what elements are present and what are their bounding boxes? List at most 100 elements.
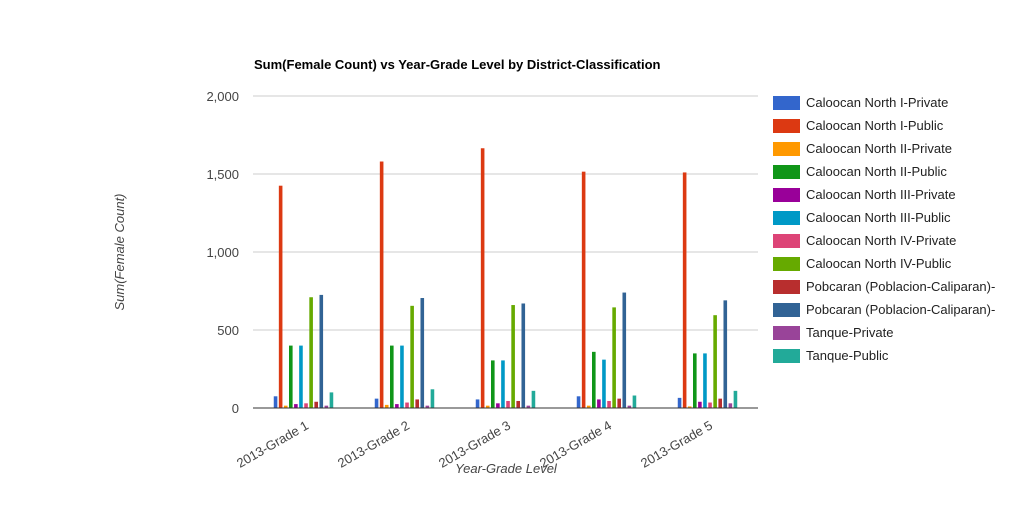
bar xyxy=(491,360,495,408)
bar xyxy=(309,297,313,408)
legend-swatch xyxy=(773,142,800,156)
legend-item: Caloocan North III-Public xyxy=(773,210,951,225)
bar xyxy=(501,360,505,408)
legend-label: Pobcaran (Poblacion-Caliparan)- xyxy=(806,302,995,317)
x-tick-label: 2013-Grade 5 xyxy=(638,418,715,471)
bar xyxy=(602,359,606,408)
bar xyxy=(324,405,329,408)
legend-swatch xyxy=(773,326,800,340)
x-axis-title: Year-Grade Level xyxy=(455,461,558,476)
legend-label: Caloocan North II-Public xyxy=(806,164,947,179)
legend-swatch xyxy=(773,257,800,271)
bar xyxy=(703,353,707,408)
legend-label: Caloocan North I-Private xyxy=(806,95,948,110)
bar xyxy=(617,398,621,408)
bar xyxy=(384,404,389,408)
legend-item: Tanque-Private xyxy=(773,325,893,340)
legend-swatch xyxy=(773,211,800,225)
bar xyxy=(294,404,298,408)
bar xyxy=(586,405,591,408)
bar xyxy=(632,395,637,408)
bar xyxy=(677,397,682,408)
y-tick-label: 1,500 xyxy=(206,167,239,182)
legend-label: Caloocan North III-Private xyxy=(806,187,956,202)
bar xyxy=(576,396,581,408)
bar xyxy=(521,303,526,408)
bar xyxy=(713,315,717,408)
bar xyxy=(485,405,490,408)
bar xyxy=(728,403,733,408)
bar xyxy=(400,345,404,408)
legend-label: Caloocan North IV-Public xyxy=(806,256,952,271)
bar xyxy=(612,307,616,408)
legend-swatch xyxy=(773,188,800,202)
legend-item: Caloocan North I-Private xyxy=(773,95,948,110)
x-tick-label: 2013-Grade 2 xyxy=(335,418,412,471)
bar xyxy=(531,390,536,408)
bar xyxy=(475,399,480,408)
bar xyxy=(733,390,738,408)
legend: Caloocan North I-Private Caloocan North I… xyxy=(773,95,995,363)
legend-item: Caloocan North IV-Public xyxy=(773,256,952,271)
bar xyxy=(516,400,520,408)
bars xyxy=(273,148,738,408)
bar xyxy=(374,398,379,408)
legend-swatch xyxy=(773,96,800,110)
legend-label: Tanque-Public xyxy=(806,348,889,363)
bar xyxy=(597,399,601,408)
bar xyxy=(283,405,288,408)
bar xyxy=(687,406,692,408)
bar xyxy=(329,392,334,408)
gridlines xyxy=(253,95,758,331)
bar xyxy=(289,345,293,408)
bar xyxy=(390,345,394,408)
legend-item: Caloocan North I-Public xyxy=(773,118,944,133)
bar xyxy=(592,351,596,408)
legend-label: Caloocan North III-Public xyxy=(806,210,951,225)
bar xyxy=(622,292,627,408)
bar xyxy=(304,403,308,408)
bar xyxy=(480,148,485,408)
bar xyxy=(278,185,283,408)
legend-swatch xyxy=(773,165,800,179)
bar xyxy=(723,300,728,408)
legend-item: Caloocan North II-Private xyxy=(773,141,952,156)
y-tick-label: 2,000 xyxy=(206,89,239,104)
bar xyxy=(410,305,414,408)
bar xyxy=(430,389,435,408)
y-axis-title: Sum(Female Count) xyxy=(112,193,127,310)
bar xyxy=(420,298,425,408)
bar xyxy=(526,405,531,408)
y-tick-label: 1,000 xyxy=(206,245,239,260)
legend-item: Pobcaran (Poblacion-Caliparan)- xyxy=(773,279,995,294)
legend-swatch xyxy=(773,349,800,363)
bar xyxy=(506,400,510,408)
bar xyxy=(581,171,586,408)
bar xyxy=(607,400,611,408)
bar xyxy=(314,401,318,408)
legend-label: Caloocan North IV-Private xyxy=(806,233,956,248)
y-tick-label: 500 xyxy=(217,323,239,338)
legend-label: Caloocan North II-Private xyxy=(806,141,952,156)
x-tick-label: 2013-Grade 1 xyxy=(234,418,311,471)
legend-item: Tanque-Public xyxy=(773,348,889,363)
bar xyxy=(379,161,384,408)
legend-label: Caloocan North I-Public xyxy=(806,118,944,133)
legend-swatch xyxy=(773,303,800,317)
bar xyxy=(415,399,419,408)
legend-swatch xyxy=(773,234,800,248)
bar xyxy=(718,398,722,408)
bar xyxy=(708,402,712,408)
bar xyxy=(299,345,303,408)
bar xyxy=(405,402,409,408)
bar xyxy=(496,403,500,408)
legend-label: Pobcaran (Poblacion-Caliparan)- xyxy=(806,279,995,294)
legend-label: Tanque-Private xyxy=(806,325,893,340)
legend-item: Caloocan North III-Private xyxy=(773,187,956,202)
y-axis-ticks: 0 500 1,000 1,500 2,000 xyxy=(206,89,239,416)
bar xyxy=(693,353,697,408)
y-tick-label: 0 xyxy=(232,401,239,416)
legend-swatch xyxy=(773,280,800,294)
